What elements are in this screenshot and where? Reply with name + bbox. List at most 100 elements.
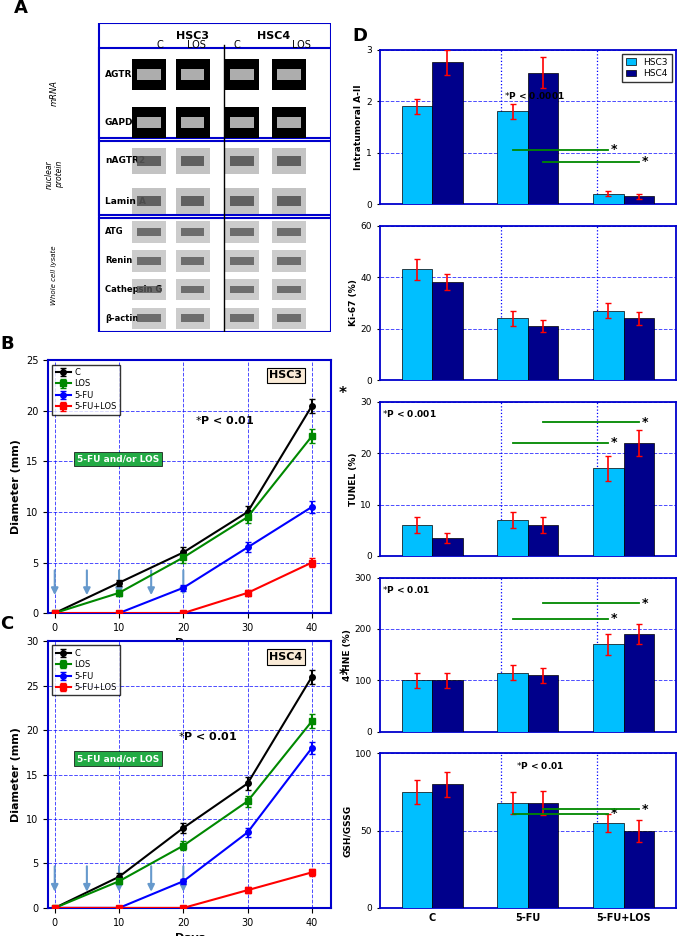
FancyBboxPatch shape [99, 23, 331, 332]
FancyBboxPatch shape [175, 148, 210, 174]
FancyBboxPatch shape [99, 218, 331, 332]
FancyBboxPatch shape [137, 155, 161, 166]
Legend: C, LOS, 5-FU, 5-FU+LOS: C, LOS, 5-FU, 5-FU+LOS [52, 364, 120, 415]
FancyBboxPatch shape [181, 196, 204, 206]
Text: $*$P < 0.01: $*$P < 0.01 [516, 760, 564, 771]
Bar [402, 106, 432, 204]
FancyBboxPatch shape [272, 221, 306, 242]
FancyBboxPatch shape [272, 279, 306, 300]
Y-axis label: 4-HNE (%): 4-HNE (%) [343, 629, 352, 680]
Text: HSC4: HSC4 [257, 31, 290, 41]
Bar [593, 194, 624, 204]
Text: $*$P < 0.0001: $*$P < 0.0001 [504, 90, 565, 101]
FancyBboxPatch shape [137, 256, 161, 265]
FancyBboxPatch shape [137, 314, 161, 322]
Bar [497, 111, 528, 204]
FancyBboxPatch shape [272, 148, 306, 174]
Y-axis label: TUNEL (%): TUNEL (%) [348, 452, 357, 505]
Text: *: * [642, 597, 648, 609]
Bar [528, 676, 558, 732]
FancyBboxPatch shape [225, 107, 259, 138]
FancyBboxPatch shape [137, 69, 161, 80]
FancyBboxPatch shape [277, 69, 301, 80]
Bar [432, 680, 463, 732]
Text: *: * [338, 386, 346, 401]
Text: C: C [234, 40, 241, 51]
Text: A: A [14, 0, 28, 17]
Text: nuclear
protein: nuclear protein [44, 160, 63, 189]
Text: ATG: ATG [105, 227, 124, 237]
X-axis label: Days: Days [175, 933, 205, 936]
FancyBboxPatch shape [230, 285, 254, 294]
Text: HSC4: HSC4 [269, 651, 302, 662]
FancyBboxPatch shape [137, 196, 161, 206]
Bar [528, 326, 558, 380]
Bar [402, 792, 432, 908]
FancyBboxPatch shape [272, 59, 306, 90]
Bar [432, 538, 463, 556]
FancyBboxPatch shape [272, 107, 306, 138]
FancyBboxPatch shape [132, 308, 166, 329]
Bar [497, 318, 528, 380]
FancyBboxPatch shape [225, 250, 259, 271]
Text: GAPDH: GAPDH [105, 118, 141, 126]
Bar [402, 270, 432, 380]
FancyBboxPatch shape [137, 117, 161, 127]
FancyBboxPatch shape [225, 59, 259, 90]
Bar [432, 283, 463, 380]
Text: mRNA: mRNA [50, 80, 59, 106]
Y-axis label: Diameter (mm): Diameter (mm) [10, 727, 21, 822]
Bar [432, 63, 463, 204]
FancyBboxPatch shape [175, 221, 210, 242]
Bar [402, 680, 432, 732]
Bar [593, 468, 624, 556]
Bar [624, 318, 654, 380]
FancyBboxPatch shape [230, 117, 254, 127]
FancyBboxPatch shape [272, 308, 306, 329]
FancyBboxPatch shape [225, 279, 259, 300]
FancyBboxPatch shape [277, 228, 301, 236]
FancyBboxPatch shape [277, 117, 301, 127]
FancyBboxPatch shape [132, 188, 166, 214]
FancyBboxPatch shape [225, 221, 259, 242]
FancyBboxPatch shape [230, 155, 254, 166]
FancyBboxPatch shape [277, 155, 301, 166]
Bar [624, 635, 654, 732]
FancyBboxPatch shape [175, 279, 210, 300]
FancyBboxPatch shape [230, 314, 254, 322]
Text: Lamin A: Lamin A [105, 197, 146, 206]
Bar [593, 823, 624, 908]
Text: *: * [642, 802, 648, 815]
Legend: HSC3, HSC4: HSC3, HSC4 [622, 54, 671, 82]
Text: nAGTR2: nAGTR2 [105, 156, 145, 166]
Text: AGTR2: AGTR2 [105, 70, 139, 79]
Text: LOS: LOS [188, 40, 206, 51]
Bar [497, 803, 528, 908]
FancyBboxPatch shape [277, 314, 301, 322]
FancyBboxPatch shape [230, 228, 254, 236]
Text: HSC3: HSC3 [176, 31, 209, 41]
FancyBboxPatch shape [225, 308, 259, 329]
FancyBboxPatch shape [137, 228, 161, 236]
FancyBboxPatch shape [132, 221, 166, 242]
Text: *: * [611, 807, 618, 820]
Text: B: B [0, 335, 14, 353]
FancyBboxPatch shape [230, 256, 254, 265]
FancyBboxPatch shape [277, 285, 301, 294]
FancyBboxPatch shape [181, 285, 204, 294]
Bar [593, 644, 624, 732]
FancyBboxPatch shape [175, 59, 210, 90]
Text: 5-FU and/or LOS: 5-FU and/or LOS [77, 455, 159, 463]
FancyBboxPatch shape [230, 69, 254, 80]
FancyBboxPatch shape [181, 228, 204, 236]
FancyBboxPatch shape [277, 196, 301, 206]
Text: $*$P < 0.01: $*$P < 0.01 [382, 584, 431, 595]
Text: HSC3: HSC3 [269, 371, 302, 380]
FancyBboxPatch shape [132, 250, 166, 271]
FancyBboxPatch shape [272, 250, 306, 271]
FancyBboxPatch shape [132, 148, 166, 174]
Legend: C, LOS, 5-FU, 5-FU+LOS: C, LOS, 5-FU, 5-FU+LOS [52, 645, 120, 695]
FancyBboxPatch shape [225, 148, 259, 174]
Y-axis label: Ki-67 (%): Ki-67 (%) [348, 279, 357, 327]
Y-axis label: GSH/GSSG: GSH/GSSG [343, 805, 352, 856]
